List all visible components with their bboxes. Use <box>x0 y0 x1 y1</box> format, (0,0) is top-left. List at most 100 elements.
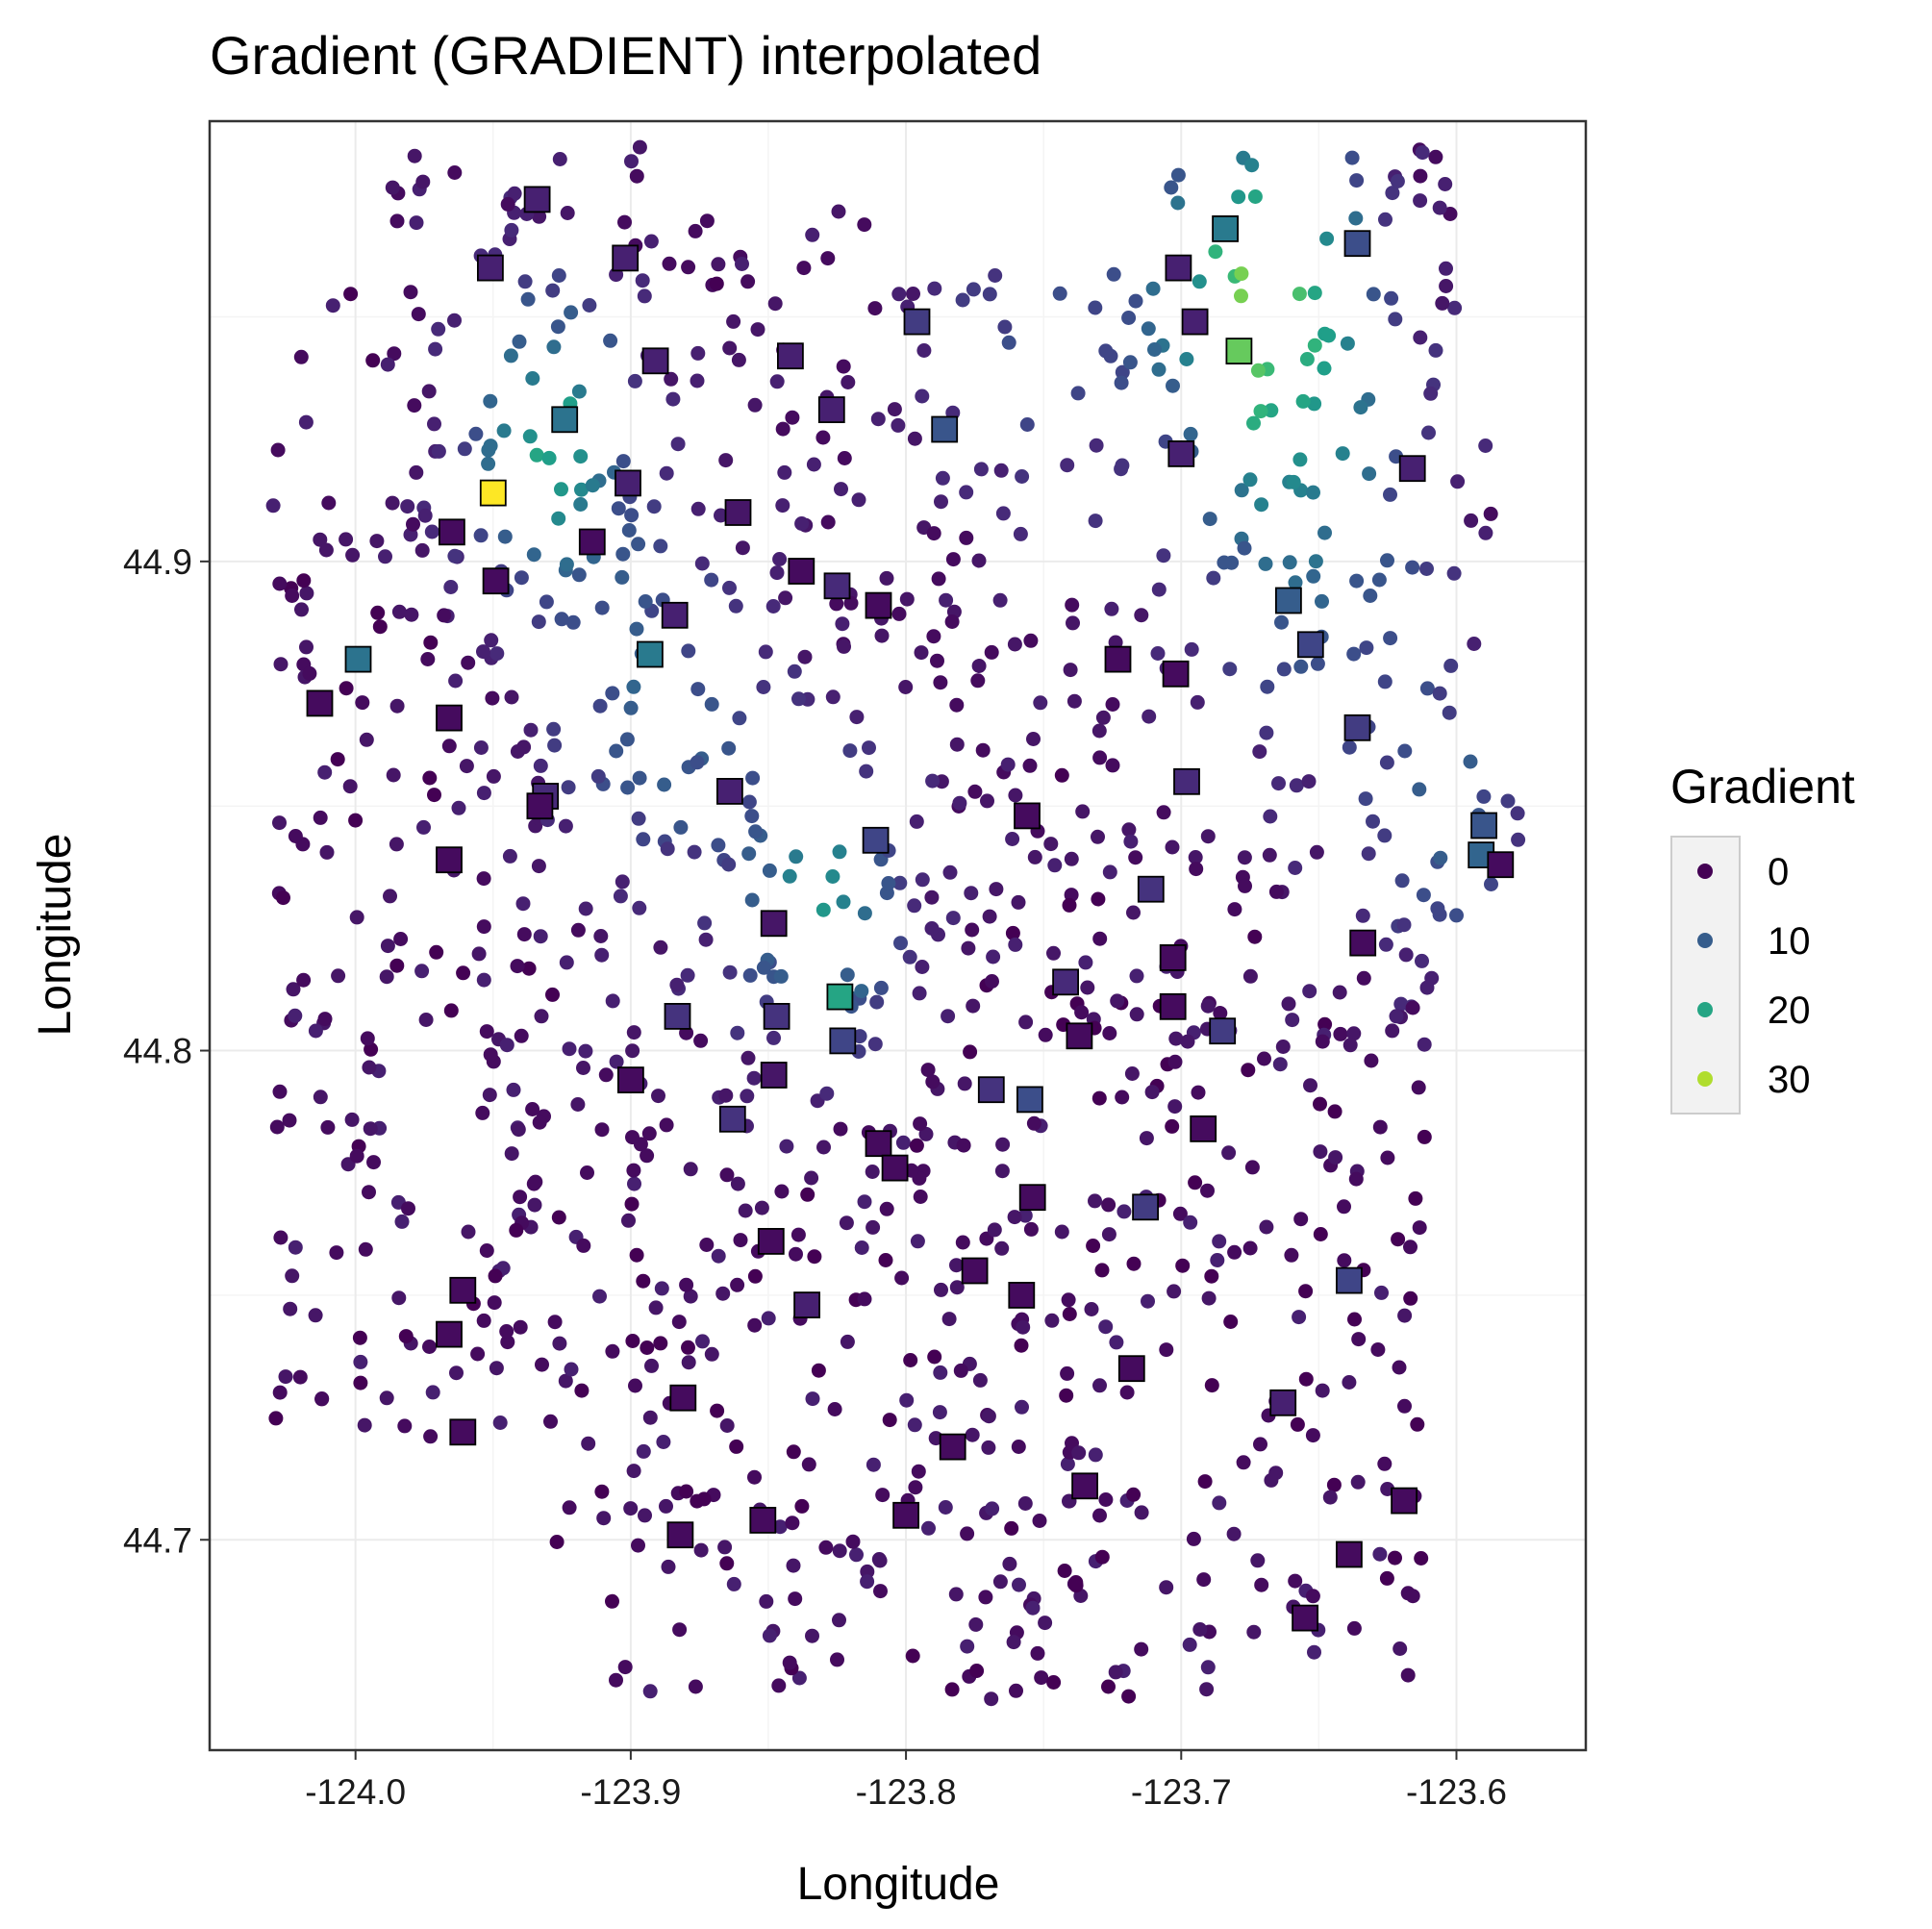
data-point <box>1346 1620 1362 1636</box>
data-point <box>1419 562 1434 576</box>
data-point <box>380 357 395 372</box>
data-square <box>1212 214 1239 242</box>
data-square <box>1487 851 1515 879</box>
data-square <box>788 558 815 585</box>
data-point <box>517 274 533 289</box>
data-point <box>906 287 920 301</box>
data-point <box>767 296 783 312</box>
data-point <box>719 1418 735 1433</box>
data-point <box>349 1148 364 1164</box>
data-point <box>934 1282 948 1297</box>
data-point <box>443 1003 459 1018</box>
data-point <box>1293 1212 1309 1227</box>
data-point <box>1000 757 1016 772</box>
data-point <box>1084 1302 1099 1316</box>
data-point <box>437 608 452 623</box>
data-point <box>389 213 405 229</box>
data-square <box>881 1154 909 1182</box>
data-point <box>717 1540 733 1555</box>
data-point <box>754 1200 769 1215</box>
data-point <box>1315 1383 1330 1398</box>
data-point <box>1403 1290 1418 1306</box>
data-point <box>699 213 715 229</box>
data-point <box>359 732 374 747</box>
data-point <box>1242 472 1258 488</box>
data-point <box>1092 1508 1107 1523</box>
data-point <box>1167 1284 1182 1299</box>
data-point <box>975 742 991 758</box>
data-square <box>526 792 554 820</box>
data-point <box>957 1076 972 1091</box>
data-point <box>978 1590 993 1605</box>
data-square <box>1336 1266 1363 1294</box>
data-point <box>1004 1520 1019 1536</box>
data-point <box>525 1102 540 1116</box>
data-point <box>738 1203 753 1218</box>
data-point <box>366 1155 381 1170</box>
data-point <box>625 1043 640 1059</box>
data-point <box>564 1362 579 1377</box>
data-point <box>992 1574 1008 1590</box>
data-point <box>807 1249 822 1265</box>
data-point <box>1292 452 1308 467</box>
data-point <box>288 1008 303 1023</box>
data-point <box>471 946 487 962</box>
data-point <box>268 1411 284 1426</box>
data-point <box>747 397 763 413</box>
data-point <box>1353 400 1368 415</box>
data-point <box>623 700 639 715</box>
data-point <box>617 1660 633 1675</box>
data-point <box>1379 755 1394 770</box>
data-point <box>1094 1549 1110 1565</box>
data-point <box>1061 1292 1076 1308</box>
data-square <box>1398 455 1426 483</box>
data-point <box>1413 193 1428 209</box>
data-point <box>1013 526 1028 541</box>
data-point <box>562 1041 577 1057</box>
data-point <box>1165 839 1180 855</box>
gridlines <box>210 121 1586 1750</box>
data-point <box>777 464 792 480</box>
data-point <box>926 526 941 541</box>
data-point <box>1439 261 1453 276</box>
data-point <box>1044 1313 1060 1328</box>
data-point <box>1340 336 1355 351</box>
data-point <box>825 869 841 884</box>
data-point <box>1263 809 1278 824</box>
data-point <box>851 492 866 508</box>
data-point <box>1288 575 1303 590</box>
data-point <box>459 759 474 774</box>
data-point <box>620 780 636 795</box>
data-point <box>1478 525 1493 540</box>
data-point <box>489 646 505 662</box>
data-point <box>1319 231 1335 246</box>
data-point <box>386 767 401 783</box>
data-point <box>551 268 566 283</box>
data-point <box>988 268 1003 283</box>
data-point <box>632 900 647 915</box>
data-point <box>1443 207 1458 221</box>
data-point <box>735 540 750 556</box>
data-point <box>832 844 847 860</box>
data-point <box>748 824 764 839</box>
data-point <box>627 373 642 388</box>
data-point <box>276 890 290 906</box>
data-square <box>661 601 689 629</box>
data-point <box>1117 1204 1132 1219</box>
data-point <box>418 1013 434 1027</box>
data-square <box>749 1507 777 1534</box>
data-point <box>531 859 546 874</box>
data-point <box>699 1238 715 1252</box>
data-point <box>965 1427 980 1442</box>
data-point <box>611 501 626 516</box>
data-square <box>829 1027 857 1055</box>
data-point <box>502 848 517 864</box>
data-point <box>730 1176 745 1191</box>
data-point <box>485 690 500 706</box>
data-point <box>1088 300 1103 315</box>
data-point <box>497 529 513 544</box>
data-point <box>617 214 632 230</box>
data-point <box>924 889 940 905</box>
data-point <box>1379 1570 1394 1586</box>
data-square <box>865 591 892 619</box>
